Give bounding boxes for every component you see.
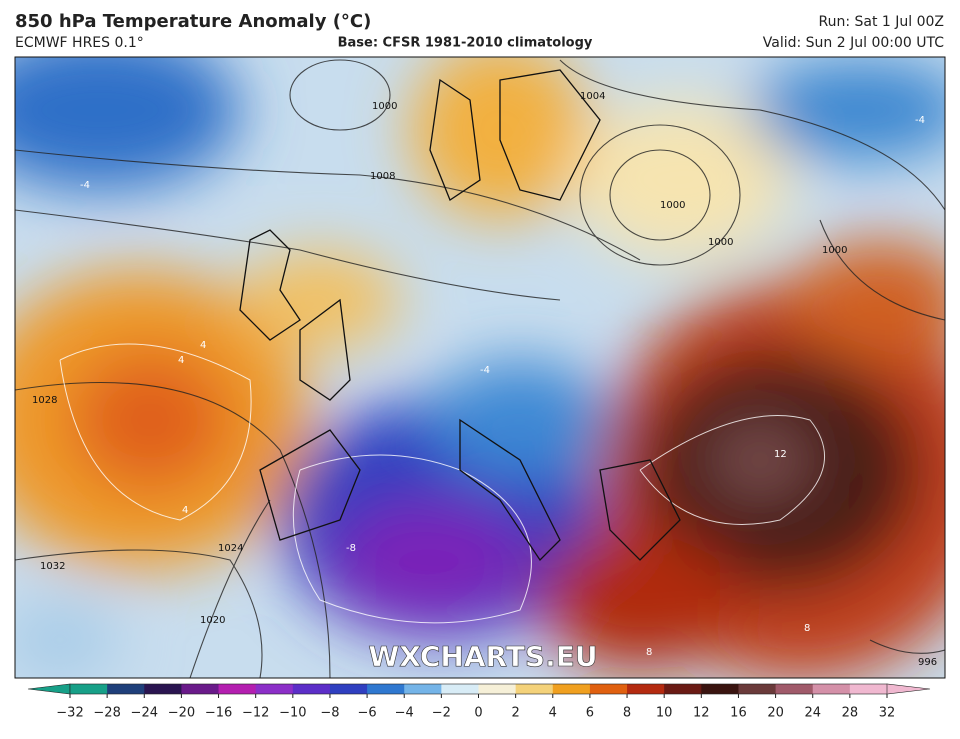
colorbar-segment [552, 684, 591, 694]
anomaly-label: -4 [915, 115, 925, 126]
map: 1000 1004 1008 1000 1000 1000 1028 1032 … [15, 57, 945, 678]
colorbar-segment [144, 684, 182, 694]
anomaly-label: 12 [774, 449, 787, 460]
isobar-label: 1020 [200, 615, 225, 626]
colorbar-tick-label: −4 [395, 706, 414, 721]
colorbar-tick-label: −10 [279, 706, 306, 721]
colorbar-tick-label: 2 [511, 706, 519, 721]
anomaly-label: 4 [178, 355, 184, 366]
colorbar-tick-label: −16 [205, 706, 232, 721]
colorbar-segment [738, 684, 777, 694]
anomaly-label: 8 [804, 623, 810, 634]
valid: Valid: Sun 2 Jul 00:00 UTC [763, 35, 944, 51]
colorbar-tick-label: −28 [93, 706, 120, 721]
anomaly-label: -4 [480, 365, 490, 376]
title: 850 hPa Temperature Anomaly (°C) [15, 11, 371, 32]
anomaly-label: 4 [182, 505, 188, 516]
isobar-label: 996 [918, 657, 937, 668]
isobar-label: 1004 [580, 91, 605, 102]
isobar-label: 1000 [660, 200, 685, 211]
isobar-label: 1000 [708, 237, 733, 248]
colorbar-extend [886, 683, 931, 695]
colorbar-segment [218, 684, 257, 694]
colorbar-tick-label: 24 [804, 706, 821, 721]
colorbar-segment [329, 684, 368, 694]
colorbar-tick-label: 28 [842, 706, 859, 721]
colorbar-segment [441, 684, 479, 694]
map-frame [14, 56, 946, 679]
colorbar-segment [255, 684, 294, 694]
isobar-label: 1008 [370, 171, 395, 182]
watermark: WXCHARTS.EU [368, 640, 597, 673]
colorbar-segment [70, 684, 108, 694]
colorbar-segment [849, 684, 888, 694]
colorbar-segment [404, 684, 442, 694]
colorbar-tick-label: 32 [879, 706, 896, 721]
isobar-label: 1000 [822, 245, 847, 256]
colorbar-segment [627, 684, 665, 694]
anomaly-label: 4 [200, 340, 206, 351]
colorbar-segment [775, 684, 814, 694]
colorbar-segment [515, 684, 554, 694]
isobar-label: 1028 [32, 395, 57, 406]
run: Run: Sat 1 Jul 00Z [818, 14, 944, 30]
colorbar-tick-label: −32 [56, 706, 83, 721]
colorbar-segment [701, 684, 739, 694]
model: ECMWF HRES 0.1° [15, 35, 144, 51]
colorbar-segment [292, 684, 331, 694]
colorbar-tick-label: −2 [432, 706, 451, 721]
colorbar: −32 −28 −24 −20 −16 −12 −10 −8 −6 −4 −2 0 2 4 6 8 10 12 16… [27, 683, 931, 721]
colorbar-tick-label: −12 [242, 706, 269, 721]
colorbar-tick-label: 4 [549, 706, 557, 721]
colorbar-tick-label: 12 [693, 706, 710, 721]
base: Base: CFSR 1981-2010 climatology [338, 36, 593, 51]
colorbar-tick-label: −24 [131, 706, 158, 721]
isobar-label: 1032 [40, 561, 65, 572]
isobar-label: 1000 [372, 101, 397, 112]
colorbar-segment [107, 684, 145, 694]
anomaly-label: 8 [646, 647, 652, 658]
colorbar-tick-label: 10 [656, 706, 673, 721]
colorbar-tick-label: 20 [767, 706, 784, 721]
isobar-label: 1024 [218, 543, 243, 554]
colorbar-segment [812, 684, 851, 694]
colorbar-tick-label: 8 [623, 706, 631, 721]
colorbar-tick-label: 16 [730, 706, 747, 721]
colorbar-tick-label: −8 [320, 706, 339, 721]
anomaly-label: -4 [80, 180, 90, 191]
anomaly-label: -8 [346, 543, 356, 554]
colorbar-segment [181, 684, 220, 694]
colorbar-tick-label: −6 [358, 706, 377, 721]
colorbar-segment [664, 684, 702, 694]
colorbar-segment [478, 684, 517, 694]
colorbar-tick-label: 0 [474, 706, 482, 721]
colorbar-segment [589, 684, 628, 694]
colorbar-tick-label: 6 [586, 706, 594, 721]
colorbar-extend [27, 683, 71, 695]
colorbar-segment [367, 684, 405, 694]
colorbar-tick-label: −20 [168, 706, 195, 721]
